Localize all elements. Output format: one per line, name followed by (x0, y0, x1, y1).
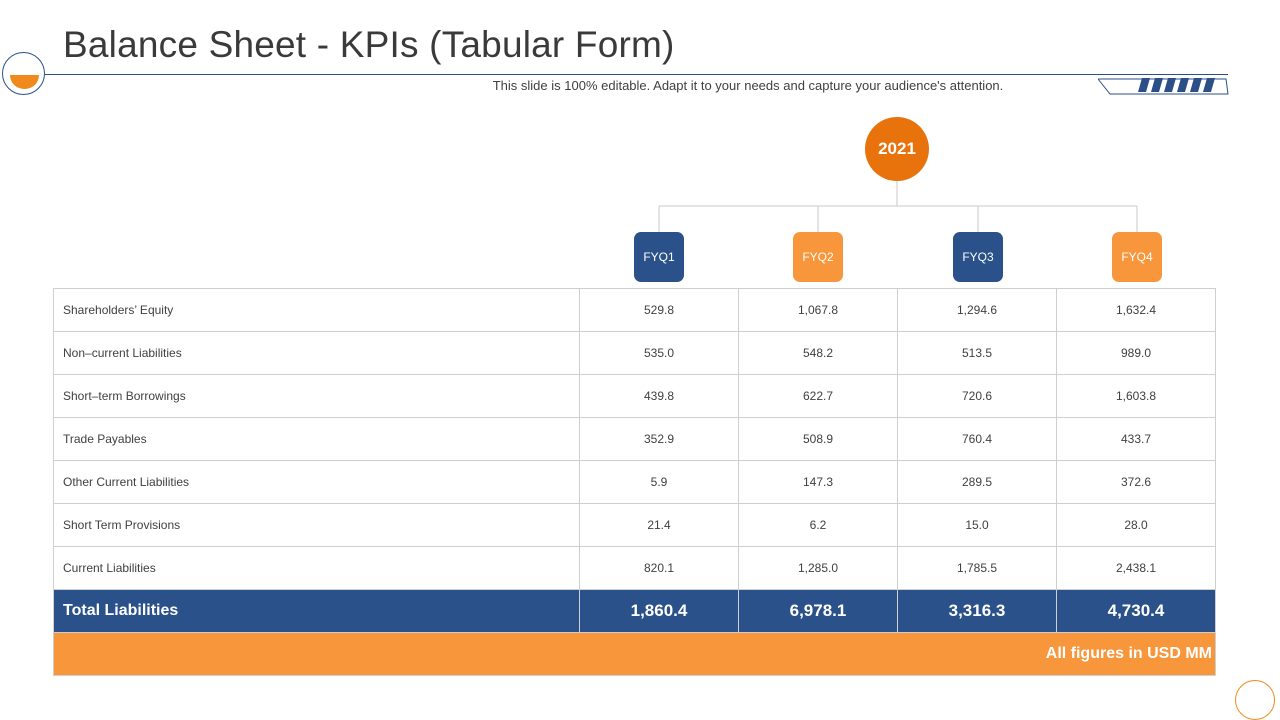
table-cell: 1,785.5 (897, 546, 1057, 590)
total-cell: 3,316.3 (897, 589, 1057, 633)
quarter-badge-fyq2: FYQ2 (793, 232, 843, 282)
table-cell: 720.6 (897, 374, 1057, 418)
table-cell: 147.3 (738, 460, 898, 504)
row-label: Short Term Provisions (53, 503, 580, 547)
footer-row: All figures in USD MM (53, 632, 1216, 676)
total-row: Total Liabilities 1,860.4 6,978.1 3,316.… (53, 589, 1216, 633)
row-label: Non–current Liabilities (53, 331, 580, 375)
table-cell: 433.7 (1056, 417, 1216, 461)
page-title: Balance Sheet - KPIs (Tabular Form) (63, 24, 675, 65)
year-badge: 2021 (865, 117, 929, 181)
table-cell: 535.0 (579, 331, 739, 375)
figures-note: All figures in USD MM (53, 632, 1216, 676)
table-cell: 529.8 (579, 288, 739, 332)
table-cell: 508.9 (738, 417, 898, 461)
table-cell: 289.5 (897, 460, 1057, 504)
row-label: Shareholders’ Equity (53, 288, 580, 332)
table-cell: 5.9 (579, 460, 739, 504)
table-row: Short–term Borrowings 439.8 622.7 720.6 … (53, 374, 1216, 418)
logo-circle (2, 52, 45, 95)
row-label: Current Liabilities (53, 546, 580, 590)
row-label: Trade Payables (53, 417, 580, 461)
table-row: Short Term Provisions 21.4 6.2 15.0 28.0 (53, 503, 1216, 547)
row-label: Other Current Liabilities (53, 460, 580, 504)
table-cell: 6.2 (738, 503, 898, 547)
total-label: Total Liabilities (53, 589, 580, 633)
table-cell: 989.0 (1056, 331, 1216, 375)
table-cell: 820.1 (579, 546, 739, 590)
quarter-badge-fyq3: FYQ3 (953, 232, 1003, 282)
table-cell: 513.5 (897, 331, 1057, 375)
kpi-table: Shareholders’ Equity 529.8 1,067.8 1,294… (53, 288, 1216, 676)
total-cell: 6,978.1 (738, 589, 898, 633)
subtitle: This slide is 100% editable. Adapt it to… (492, 78, 1004, 93)
table-cell: 622.7 (738, 374, 898, 418)
table-cell: 372.6 (1056, 460, 1216, 504)
logo-half-icon (10, 75, 39, 89)
table-cell: 1,632.4 (1056, 288, 1216, 332)
table-row: Other Current Liabilities 5.9 147.3 289.… (53, 460, 1216, 504)
total-cell: 1,860.4 (579, 589, 739, 633)
table-cell: 548.2 (738, 331, 898, 375)
table-cell: 15.0 (897, 503, 1057, 547)
stripes-decoration-icon (1098, 78, 1229, 95)
table-cell: 1,294.6 (897, 288, 1057, 332)
quarter-badge-fyq4: FYQ4 (1112, 232, 1162, 282)
row-label: Short–term Borrowings (53, 374, 580, 418)
table-row: Non–current Liabilities 535.0 548.2 513.… (53, 331, 1216, 375)
table-cell: 1,603.8 (1056, 374, 1216, 418)
title-underline (44, 74, 1228, 75)
hierarchy-connectors (658, 181, 1138, 232)
quarter-badge-fyq1: FYQ1 (634, 232, 684, 282)
total-cell: 4,730.4 (1056, 589, 1216, 633)
table-row: Trade Payables 352.9 508.9 760.4 433.7 (53, 417, 1216, 461)
table-cell: 1,067.8 (738, 288, 898, 332)
table-cell: 760.4 (897, 417, 1057, 461)
table-cell: 21.4 (579, 503, 739, 547)
table-cell: 439.8 (579, 374, 739, 418)
table-row: Current Liabilities 820.1 1,285.0 1,785.… (53, 546, 1216, 590)
table-cell: 1,285.0 (738, 546, 898, 590)
table-cell: 2,438.1 (1056, 546, 1216, 590)
table-row: Shareholders’ Equity 529.8 1,067.8 1,294… (53, 288, 1216, 332)
table-cell: 28.0 (1056, 503, 1216, 547)
corner-circle-decoration (1235, 680, 1275, 720)
table-cell: 352.9 (579, 417, 739, 461)
